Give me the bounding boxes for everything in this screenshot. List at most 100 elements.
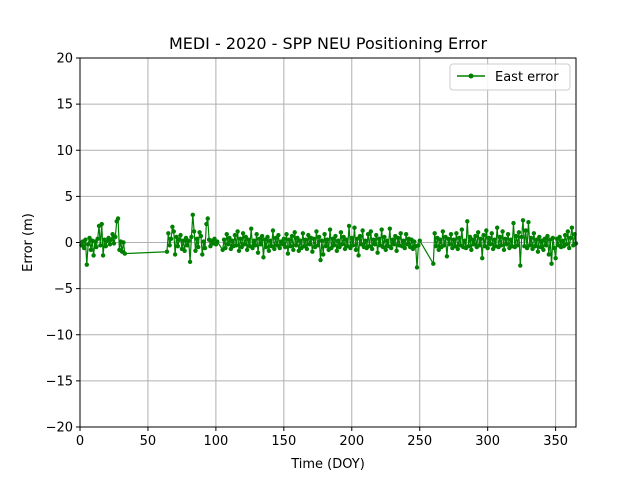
data-point [284,232,289,237]
data-point [452,243,458,249]
data-point [338,230,344,235]
data-point [534,237,539,242]
data-point [314,229,319,234]
data-point [238,236,243,242]
data-point [95,236,100,242]
data-point [380,244,386,250]
data-point [262,237,268,242]
data-point [319,238,325,243]
data-point [316,234,322,240]
data-point [564,242,569,247]
data-point [88,247,94,253]
data-point [492,237,497,242]
data-point [182,248,187,253]
data-point [488,242,493,247]
data-point [469,247,474,253]
data-point [121,240,126,245]
y-tick-label: 20 [56,52,73,67]
x-tick-label: 100 [203,434,228,449]
legend-label-east-error: East error [495,70,559,85]
data-point [455,246,460,252]
data-point [520,218,526,223]
data-point [273,235,278,241]
data-point [270,228,276,233]
data-point [416,243,421,248]
data-point [98,243,103,248]
data-point [353,247,359,253]
data-point [177,237,182,242]
data-point [99,221,104,227]
data-point [171,229,176,234]
data-point [402,245,407,251]
data-point [227,235,232,241]
data-point [546,252,552,257]
data-point [369,246,375,252]
data-point [189,234,194,240]
data-point [331,243,337,248]
data-point [451,237,456,242]
data-point [243,234,248,240]
y-tick-label: −15 [46,374,73,389]
x-tick-label: 250 [407,434,432,449]
data-point [363,238,368,243]
x-tick-label: 150 [271,434,296,449]
data-point [417,238,422,243]
data-point [480,255,485,261]
legend-box [449,63,571,91]
data-point [265,234,270,240]
data-point [341,234,346,240]
data-point [185,243,190,248]
data-point [383,247,388,253]
data-point [236,248,242,253]
data-point [277,245,282,251]
data-point [274,243,280,248]
x-tick-label: 50 [140,434,157,449]
data-point [466,243,471,249]
data-point [440,229,446,234]
data-point [266,248,272,253]
data-point [405,242,410,247]
data-point [471,242,477,247]
data-point [300,231,306,236]
data-point [87,235,92,241]
data-point [549,261,554,266]
data-point [235,229,240,234]
data-point [486,235,492,241]
data-point [198,233,204,239]
data-point [537,234,542,240]
data-point [303,237,308,242]
data-point [334,248,340,253]
data-point [505,232,511,237]
data-point [337,244,342,250]
data-point [465,219,470,224]
data-point [567,245,572,251]
data-point [302,243,307,249]
data-point [360,228,365,233]
data-point [371,237,376,242]
data-point [325,237,330,242]
data-point [388,245,394,251]
data-point [533,243,538,249]
data-point [538,244,543,250]
data-point [446,236,451,242]
data-point [272,246,277,252]
data-point [504,242,509,247]
data-point [191,229,197,234]
data-point [281,236,287,242]
data-point [240,231,246,236]
data-point [543,243,549,248]
data-point [200,252,205,257]
data-point [293,243,299,248]
data-point [208,243,213,249]
data-point [327,227,333,232]
data-point [470,237,475,242]
data-point [356,253,361,258]
x-axis-label: Time (DOY) [290,457,365,472]
x-axis: 0 50 100 150 200 250 300 350 [76,427,568,449]
data-point [259,233,265,239]
data-point [530,246,535,252]
data-point [398,231,403,236]
y-tick-label: 5 [65,190,73,205]
data-point [246,237,251,242]
